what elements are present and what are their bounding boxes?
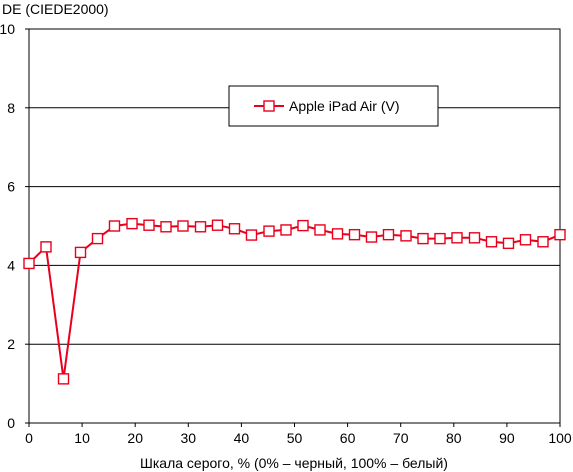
data-point — [434, 232, 446, 245]
y-tick-label: 4 — [7, 257, 15, 273]
x-tick-label: 0 — [25, 430, 33, 446]
x-tick-label: 80 — [446, 430, 462, 446]
data-point — [519, 234, 532, 246]
data-point — [417, 232, 429, 245]
data-point — [348, 228, 361, 241]
x-tick-label: 10 — [74, 430, 90, 446]
data-point — [91, 232, 104, 245]
x-tick-label: 70 — [393, 430, 409, 446]
data-point — [160, 221, 172, 233]
data-point — [177, 220, 189, 232]
x-tick-label: 40 — [234, 430, 250, 446]
data-point — [228, 223, 241, 235]
x-tick-label: 90 — [499, 430, 515, 446]
data-point — [245, 229, 258, 241]
data-point — [485, 236, 498, 248]
y-tick-label: 0 — [7, 415, 15, 431]
data-point — [40, 241, 52, 253]
y-tick-label: 10 — [0, 21, 15, 37]
data-point — [108, 220, 121, 232]
y-tick-label: 2 — [7, 336, 15, 352]
data-point — [280, 224, 292, 236]
data-point — [365, 231, 378, 243]
data-point — [143, 219, 155, 231]
y-tick-label: 6 — [7, 179, 15, 195]
x-tick-label: 50 — [287, 430, 303, 446]
data-point — [126, 217, 138, 230]
series-layer — [23, 217, 566, 385]
y-axis-title: DE (CIEDE2000) — [2, 1, 109, 17]
data-point — [468, 232, 481, 244]
data-point — [451, 232, 463, 244]
x-tick-label: 30 — [181, 430, 197, 446]
data-point — [74, 246, 87, 259]
data-point — [194, 221, 207, 233]
x-axis-ticks: 0 10 20 30 40 50 60 70 80 90 100 — [25, 423, 572, 446]
data-point — [211, 219, 224, 231]
data-point — [263, 225, 275, 237]
data-point — [314, 224, 326, 236]
data-point — [400, 230, 412, 242]
data-point — [382, 228, 395, 241]
x-tick-label: 100 — [548, 430, 572, 446]
legend-marker — [263, 100, 275, 112]
legend-entry: Apple iPad Air (V) — [289, 98, 400, 114]
data-point — [502, 237, 515, 250]
x-tick-label: 60 — [340, 430, 356, 446]
x-tick-label: 20 — [127, 430, 143, 446]
y-tick-label: 8 — [7, 100, 15, 116]
x-axis-title: Шкала серого, % (0% – черный, 100% – бел… — [140, 455, 448, 471]
data-point — [57, 373, 70, 385]
data-point — [297, 219, 309, 232]
data-point — [331, 228, 344, 240]
legend: Apple iPad Air (V) — [228, 85, 439, 127]
data-point — [554, 228, 566, 241]
data-point — [537, 236, 549, 248]
data-point — [23, 257, 35, 270]
